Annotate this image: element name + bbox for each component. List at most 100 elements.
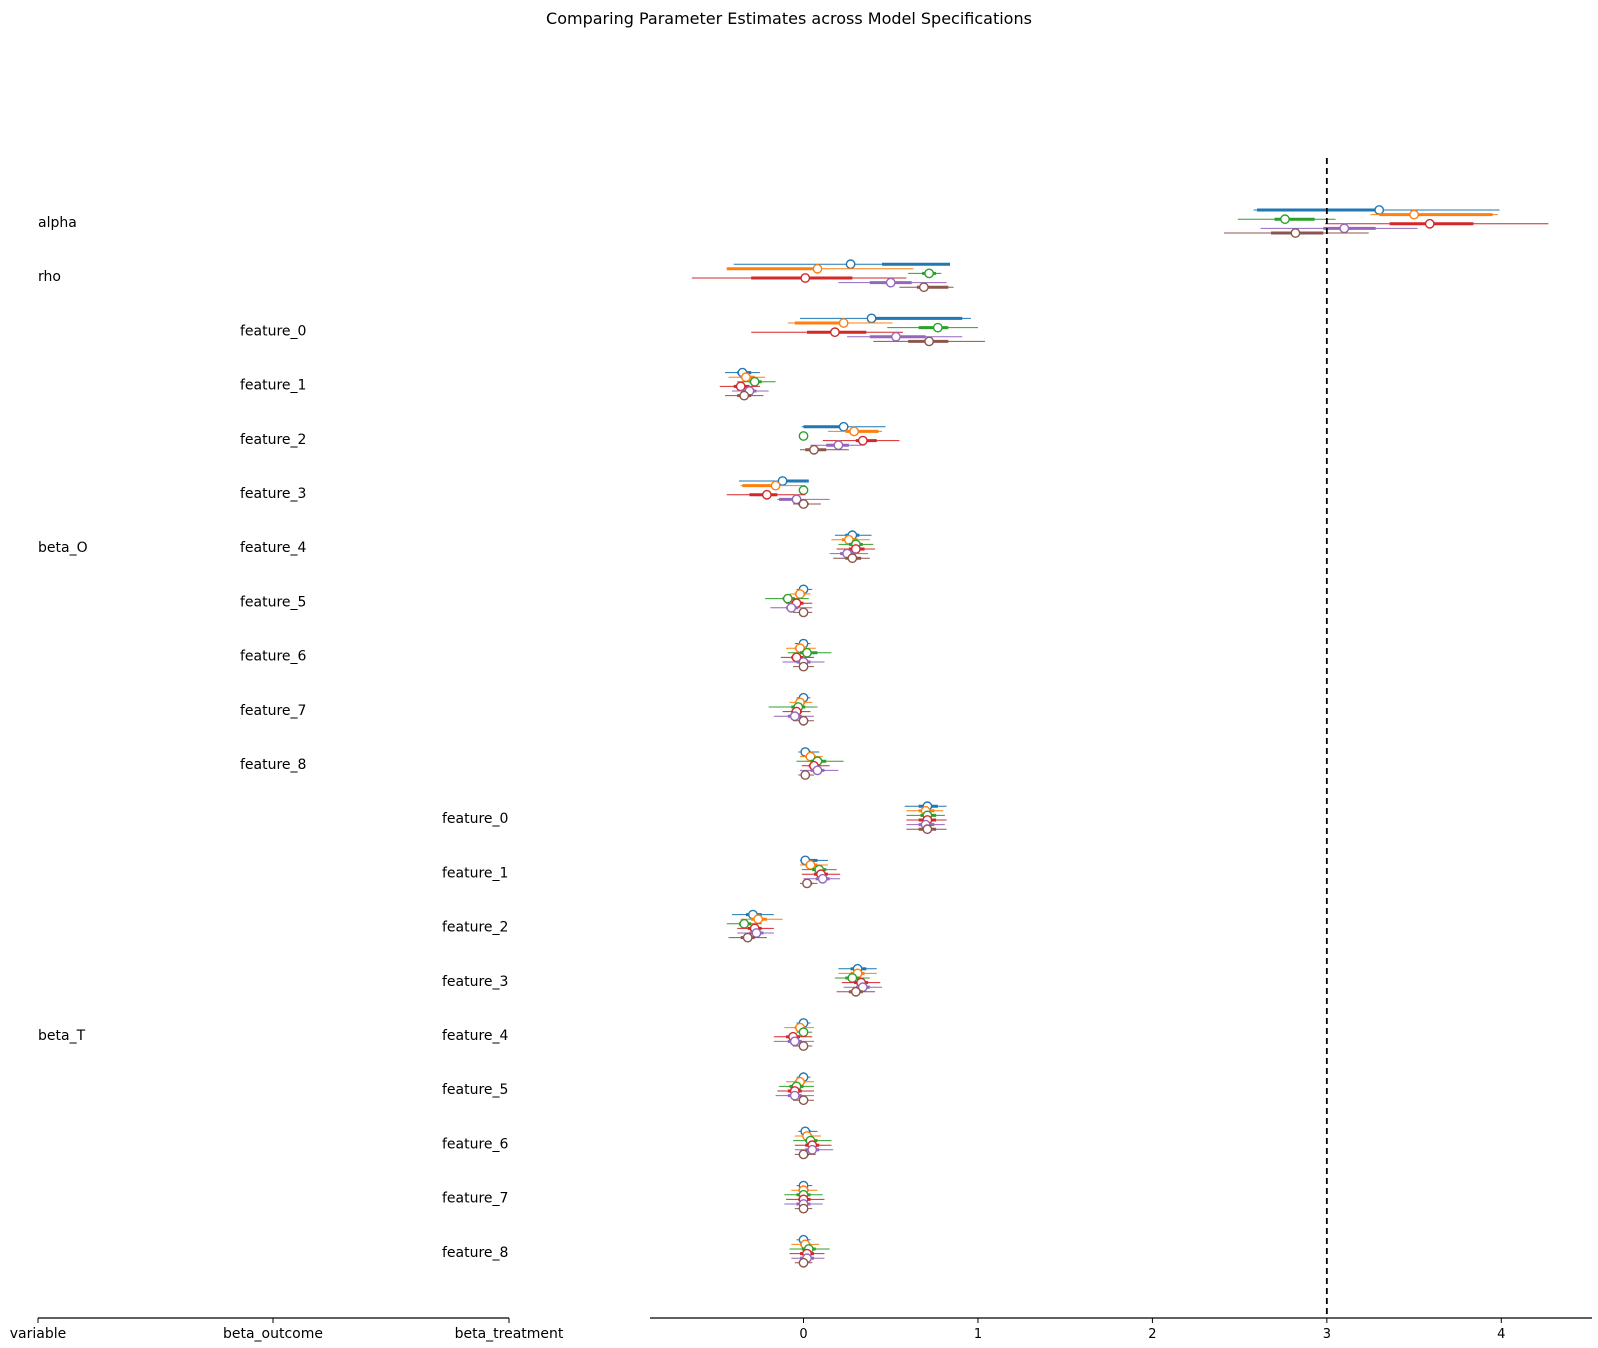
point-estimate: [739, 390, 750, 401]
point-estimate: [932, 322, 943, 333]
point-estimate: [789, 1036, 800, 1047]
row-label: feature_3: [442, 974, 508, 990]
point-estimate: [789, 711, 800, 722]
row-label: feature_8: [442, 1245, 508, 1261]
point-estimate: [838, 421, 849, 432]
x-tick-label: 4: [1497, 1327, 1505, 1342]
point-estimate: [833, 440, 844, 451]
point-estimate: [891, 331, 901, 342]
estimate-row: [904, 801, 947, 835]
estimate-row: [726, 476, 830, 509]
point-estimate: [798, 1095, 809, 1106]
estimate-row: [780, 638, 832, 672]
group-label: alpha: [38, 215, 77, 231]
x-axis-ticks: 0 1 2 3 4: [799, 1318, 1505, 1342]
point-estimate: [798, 431, 809, 441]
point-estimate: [924, 268, 935, 279]
point-estimate: [789, 1090, 800, 1101]
point-estimate: [847, 973, 858, 983]
point-estimate: [798, 1203, 809, 1214]
point-estimate: [800, 770, 811, 780]
estimate-row: [789, 1234, 830, 1268]
chart-title: Comparing Parameter Estimates across Mod…: [546, 9, 1032, 28]
row-label: feature_0: [240, 323, 306, 339]
point-estimate: [798, 1041, 809, 1051]
estimate-row: [775, 1072, 814, 1106]
point-estimate: [1424, 218, 1435, 229]
label-column-beta-treatment: beta_treatment: [455, 1326, 564, 1342]
point-estimate: [770, 480, 781, 491]
row-label: feature_7: [442, 1191, 508, 1207]
point-estimate: [798, 485, 809, 496]
point-estimate: [798, 661, 809, 672]
row-label: feature_4: [240, 540, 307, 556]
estimate-row: [751, 313, 985, 347]
point-estimate: [850, 544, 861, 554]
row-label: feature_2: [442, 920, 508, 936]
point-estimate: [802, 647, 812, 658]
estimate-row: [765, 584, 813, 618]
estimate-row: [719, 367, 776, 401]
group-label: beta_O: [38, 540, 88, 556]
row-label: feature_1: [442, 865, 508, 881]
point-estimate: [805, 860, 816, 870]
point-estimate: [761, 489, 772, 500]
row-label: feature_4: [442, 1028, 509, 1044]
row-label: feature_8: [240, 757, 306, 773]
point-estimate: [812, 765, 823, 776]
estimate-row: [834, 963, 883, 997]
point-estimate: [807, 1144, 818, 1155]
estimate-row: [773, 1018, 814, 1051]
row-label: feature_1: [240, 378, 306, 394]
estimate-row: [768, 692, 818, 726]
estimate-row: [726, 909, 783, 943]
label-axis: variable beta_outcome beta_treatment: [10, 1317, 564, 1342]
point-estimate: [751, 928, 762, 938]
point-estimate: [849, 426, 859, 437]
row-label: feature_2: [240, 432, 306, 448]
row-label: feature_7: [240, 703, 306, 719]
estimate-marks: [691, 205, 1549, 1268]
point-estimate: [857, 435, 868, 446]
point-estimate: [1339, 223, 1350, 234]
point-estimate: [800, 273, 811, 283]
row-label: feature_6: [442, 1136, 509, 1152]
row-label: feature_5: [442, 1082, 508, 1098]
x-tick-label: 3: [1323, 1327, 1331, 1342]
point-estimate: [845, 259, 856, 270]
point-estimate: [809, 444, 819, 455]
row-label: feature_6: [240, 649, 307, 665]
point-estimate: [817, 873, 828, 884]
point-estimate: [918, 282, 929, 293]
point-estimate: [798, 499, 809, 509]
point-estimate: [742, 932, 753, 943]
point-estimate: [798, 1149, 809, 1160]
x-tick-label: 0: [799, 1327, 807, 1342]
point-estimate: [739, 918, 750, 929]
point-estimate: [753, 914, 764, 925]
point-estimate: [866, 313, 877, 324]
group-label: beta_T: [38, 1028, 86, 1044]
estimate-row: [784, 1180, 825, 1214]
row-labels: alpharhofeature_0feature_1feature_2featu…: [38, 215, 509, 1261]
row-label: feature_0: [442, 811, 508, 827]
point-estimate: [798, 715, 809, 726]
point-estimate: [812, 263, 823, 274]
point-estimate: [798, 1027, 809, 1038]
estimate-row: [798, 421, 900, 455]
point-estimate: [798, 607, 809, 618]
x-tick-label: 1: [974, 1327, 982, 1342]
x-tick-label: 2: [1148, 1327, 1156, 1342]
point-estimate: [795, 589, 805, 599]
point-estimate: [782, 593, 793, 604]
point-estimate: [798, 1257, 809, 1268]
point-estimate: [847, 553, 858, 564]
group-label: rho: [38, 269, 61, 285]
point-estimate: [885, 277, 896, 288]
row-label: feature_5: [240, 594, 306, 610]
label-column-beta-outcome: beta_outcome: [223, 1326, 323, 1342]
estimate-row: [800, 855, 841, 889]
estimate-row: [829, 530, 876, 564]
point-estimate: [735, 381, 746, 392]
